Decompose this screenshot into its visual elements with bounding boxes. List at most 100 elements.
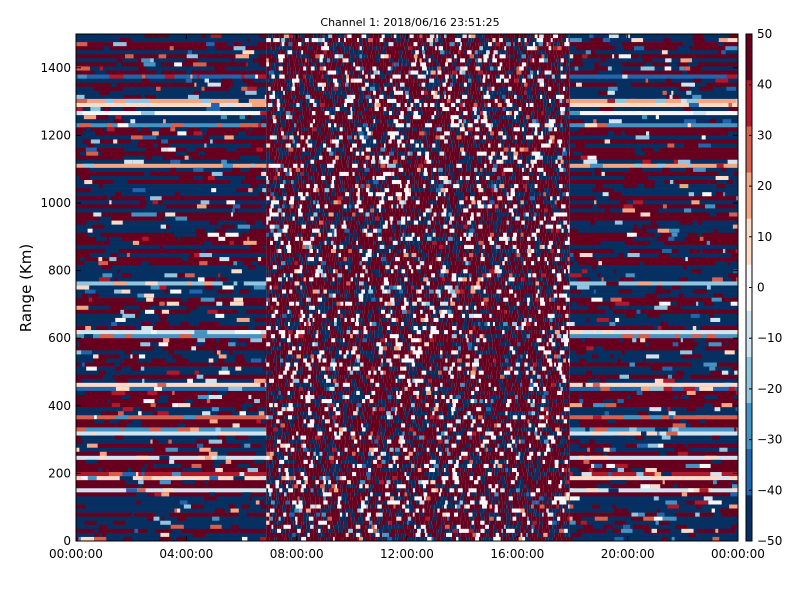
heat-cell — [138, 354, 146, 359]
heat-cell — [556, 147, 559, 152]
heat-cell — [92, 431, 96, 436]
heat-cell — [535, 86, 540, 92]
heat-cell — [260, 419, 267, 424]
heat-cell — [308, 34, 314, 39]
heat-cell — [325, 151, 330, 156]
heat-cell — [496, 58, 502, 63]
heat-cell — [517, 74, 520, 79]
heat-cell — [376, 131, 382, 136]
heat-cell — [279, 139, 285, 144]
heat-cell — [377, 111, 381, 116]
heat-cell — [295, 111, 300, 116]
heat-cell — [434, 184, 437, 189]
heat-cell — [285, 86, 291, 92]
heat-cell — [429, 151, 431, 156]
heat-cell — [543, 147, 547, 152]
heat-cell — [84, 289, 96, 294]
heat-cell — [516, 139, 522, 144]
heat-cell — [458, 50, 461, 55]
heat-cell — [531, 46, 535, 51]
heat-cell — [218, 236, 226, 242]
heat-cell — [505, 131, 508, 136]
heat-cell — [384, 167, 390, 173]
heat-cell — [336, 123, 339, 128]
heat-cell — [519, 171, 523, 177]
heat-cell — [335, 155, 339, 161]
heat-cell — [373, 70, 379, 75]
heat-cell — [507, 167, 510, 173]
heat-cell — [459, 188, 462, 193]
heat-cell — [375, 119, 381, 124]
heat-cell — [322, 188, 325, 193]
heat-cell — [301, 127, 305, 132]
heat-cell — [484, 102, 487, 108]
heat-cell — [474, 62, 477, 67]
heat-cell — [492, 180, 495, 185]
heat-cell — [554, 38, 559, 43]
heat-cell — [387, 171, 391, 177]
heat-cell — [297, 208, 302, 213]
heat-cell — [294, 38, 298, 43]
heat-cell — [499, 74, 505, 79]
heat-cell — [295, 127, 299, 132]
heat-cell — [301, 50, 304, 55]
heat-cell — [298, 127, 302, 132]
heat-cell — [480, 111, 483, 116]
heat-cell — [493, 159, 497, 165]
heat-cell — [248, 326, 255, 331]
heat-cell — [322, 86, 325, 92]
heat-cell — [308, 42, 314, 47]
heat-cell — [539, 78, 544, 83]
heat-cell — [375, 54, 381, 59]
heat-cell — [560, 171, 565, 177]
heat-cell — [163, 463, 175, 469]
heat-cell — [438, 46, 444, 51]
heat-cell — [379, 86, 381, 92]
heat-cell — [439, 78, 442, 83]
heat-cell — [415, 147, 421, 152]
heat-cell — [521, 90, 525, 96]
heat-cell — [458, 175, 460, 181]
heat-cell — [404, 82, 409, 88]
heat-cell — [282, 204, 286, 209]
heat-cell — [305, 139, 309, 144]
heat-cell — [558, 143, 562, 148]
heat-cell — [273, 204, 276, 209]
heat-cell — [532, 127, 536, 132]
heat-cell — [543, 171, 546, 177]
heat-cell — [503, 143, 507, 148]
heat-cell — [285, 131, 288, 136]
heat-cell — [370, 204, 374, 209]
heat-cell — [458, 90, 461, 96]
heat-cell — [284, 212, 289, 217]
heat-cell — [533, 78, 538, 83]
heat-cell — [438, 171, 442, 177]
heat-cell — [332, 70, 337, 75]
heat-cell — [442, 94, 445, 100]
heat-cell — [465, 102, 470, 108]
heat-cell — [400, 70, 405, 75]
heat-cell — [492, 98, 495, 104]
heat-cell — [321, 107, 324, 112]
heat-cell — [416, 62, 421, 67]
heat-cell — [519, 167, 523, 173]
heat-cell — [350, 188, 354, 193]
heat-cell — [302, 78, 306, 83]
heat-cell — [149, 143, 154, 148]
heat-cell — [347, 135, 352, 140]
heat-cell — [166, 301, 180, 307]
heat-cell — [469, 98, 472, 104]
heat-cell — [422, 204, 426, 209]
heat-cell — [369, 212, 372, 217]
heat-cell — [316, 58, 320, 63]
heat-cell — [328, 167, 334, 173]
heat-band — [76, 123, 267, 128]
heat-cell — [222, 285, 234, 290]
heat-cell — [489, 62, 492, 67]
heat-cell — [537, 115, 542, 120]
heat-cell — [428, 115, 432, 120]
heat-cell — [404, 102, 407, 108]
heat-cell — [548, 82, 554, 88]
heat-cell — [417, 208, 421, 213]
heat-cell — [492, 107, 497, 112]
